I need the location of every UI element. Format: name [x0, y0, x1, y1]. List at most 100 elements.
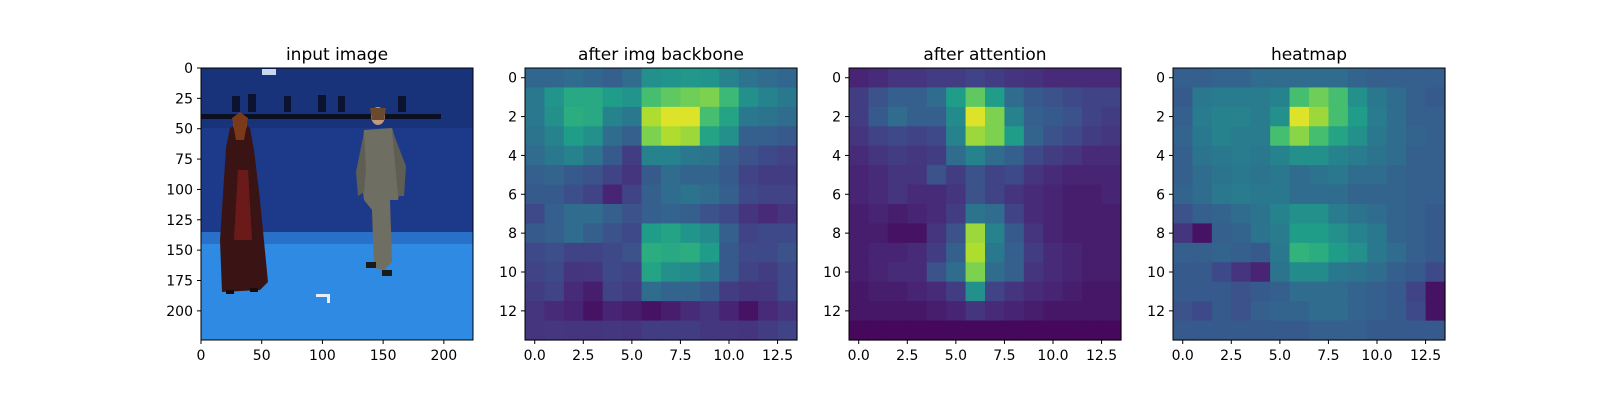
heatmap-cell [777, 320, 798, 341]
heatmap-cell [1192, 165, 1213, 186]
heatmap-cell [738, 242, 759, 263]
heatmap-cell [661, 68, 682, 89]
heatmap-cell [777, 87, 798, 108]
heatmap-cell [1173, 87, 1194, 108]
heatmap-cell [622, 145, 643, 166]
x-tick-label: 0 [197, 348, 206, 364]
y-tick-label: 0 [1156, 71, 1165, 87]
heatmap-cell [699, 223, 720, 244]
heatmap-cell [544, 204, 565, 225]
heatmap-cell [1328, 165, 1349, 186]
heatmap-cell [849, 106, 870, 127]
heatmap-cell [1425, 301, 1446, 322]
heatmap-cell [563, 281, 584, 302]
heatmap-cell [563, 223, 584, 244]
heatmap-cell [1386, 145, 1407, 166]
y-tick-label: 25 [175, 91, 193, 107]
heatmap-cell [1231, 242, 1252, 263]
heatmap-cell [1043, 262, 1064, 283]
heatmap-cell [1406, 106, 1427, 127]
heatmap-cell [1328, 320, 1349, 341]
heatmap-cell [946, 68, 967, 89]
heatmap-cell [1289, 87, 1310, 108]
heatmap-cell [738, 87, 759, 108]
heatmap-cell [525, 242, 546, 263]
heatmap-cell [868, 126, 889, 147]
heatmap-cell [907, 301, 928, 322]
heatmap-cell [1250, 242, 1271, 263]
heatmap-cell [1023, 106, 1044, 127]
heatmap-cell [946, 184, 967, 205]
heatmap-cell [719, 68, 740, 89]
heatmap-cell [680, 223, 701, 244]
heatmap-cell [1043, 184, 1064, 205]
heatmap-cell [1192, 223, 1213, 244]
heatmap-cell [1289, 262, 1310, 283]
heatmap-cell [1082, 242, 1103, 263]
heatmap-cell [926, 204, 947, 225]
heatmap-cell [583, 301, 604, 322]
heatmap-cell [1082, 68, 1103, 89]
heatmap-cell [525, 204, 546, 225]
heatmap-cell [1347, 301, 1368, 322]
heatmap-cell [544, 281, 565, 302]
heatmap-cell [1309, 145, 1330, 166]
heatmap-cell [1023, 145, 1044, 166]
heatmap-cell [1173, 145, 1194, 166]
heatmap-cell [1328, 281, 1349, 302]
heatmap-cell [926, 301, 947, 322]
heatmap-cell [525, 223, 546, 244]
y-tick-label: 12 [823, 304, 841, 320]
heatmap-cell [887, 87, 908, 108]
heatmap-cell [641, 145, 662, 166]
heatmap-cell [699, 281, 720, 302]
heatmap-cell [1367, 145, 1388, 166]
heatmap-cell [719, 320, 740, 341]
heatmap-cell [1250, 223, 1271, 244]
heatmap-cell [622, 68, 643, 89]
heatmap-cell [680, 242, 701, 263]
heatmap-cell [563, 126, 584, 147]
heatmap-cell [965, 145, 986, 166]
heatmap-cells [525, 68, 798, 341]
heatmap-cell [926, 223, 947, 244]
heatmap-cell [849, 320, 870, 341]
heatmap-cell [622, 87, 643, 108]
plot-frame [200, 67, 474, 341]
heatmap-cell [719, 204, 740, 225]
heatmap-cell [719, 262, 740, 283]
heatmap-cell [758, 281, 779, 302]
heatmap-cell [1023, 87, 1044, 108]
heatmap-cell [1250, 281, 1271, 302]
heatmap-cell [661, 165, 682, 186]
heatmap-cell [1231, 320, 1252, 341]
heatmap-cell [1004, 106, 1025, 127]
panel-title: after img backbone [578, 45, 744, 65]
heatmap-cell [946, 87, 967, 108]
heatmap-cell [965, 204, 986, 225]
heatmap-cell [868, 301, 889, 322]
heatmap-cell [985, 68, 1006, 89]
heatmap-cell [1250, 145, 1271, 166]
heatmap-cell [525, 301, 546, 322]
heatmap-cell [1211, 281, 1232, 302]
heatmap-cell [1004, 145, 1025, 166]
heatmap-cell [1082, 281, 1103, 302]
heatmap-cell [544, 301, 565, 322]
heatmap-cell [1173, 281, 1194, 302]
heatmap-cell [907, 242, 928, 263]
heatmap-cell [1289, 68, 1310, 89]
heatmap-cell [1406, 68, 1427, 89]
heatmap-cell [544, 68, 565, 89]
plot-frame [848, 67, 1122, 341]
heatmap-cell [1289, 126, 1310, 147]
heatmap-cell [1328, 126, 1349, 147]
heatmap-cell [758, 87, 779, 108]
heatmap-cells [849, 68, 1122, 341]
y-tick-label: 100 [166, 182, 193, 198]
heatmap-cell [758, 165, 779, 186]
y-tick-label: 2 [508, 110, 517, 126]
heatmap-cell [1004, 204, 1025, 225]
heatmap-cell [965, 165, 986, 186]
heatmap-cell [849, 204, 870, 225]
